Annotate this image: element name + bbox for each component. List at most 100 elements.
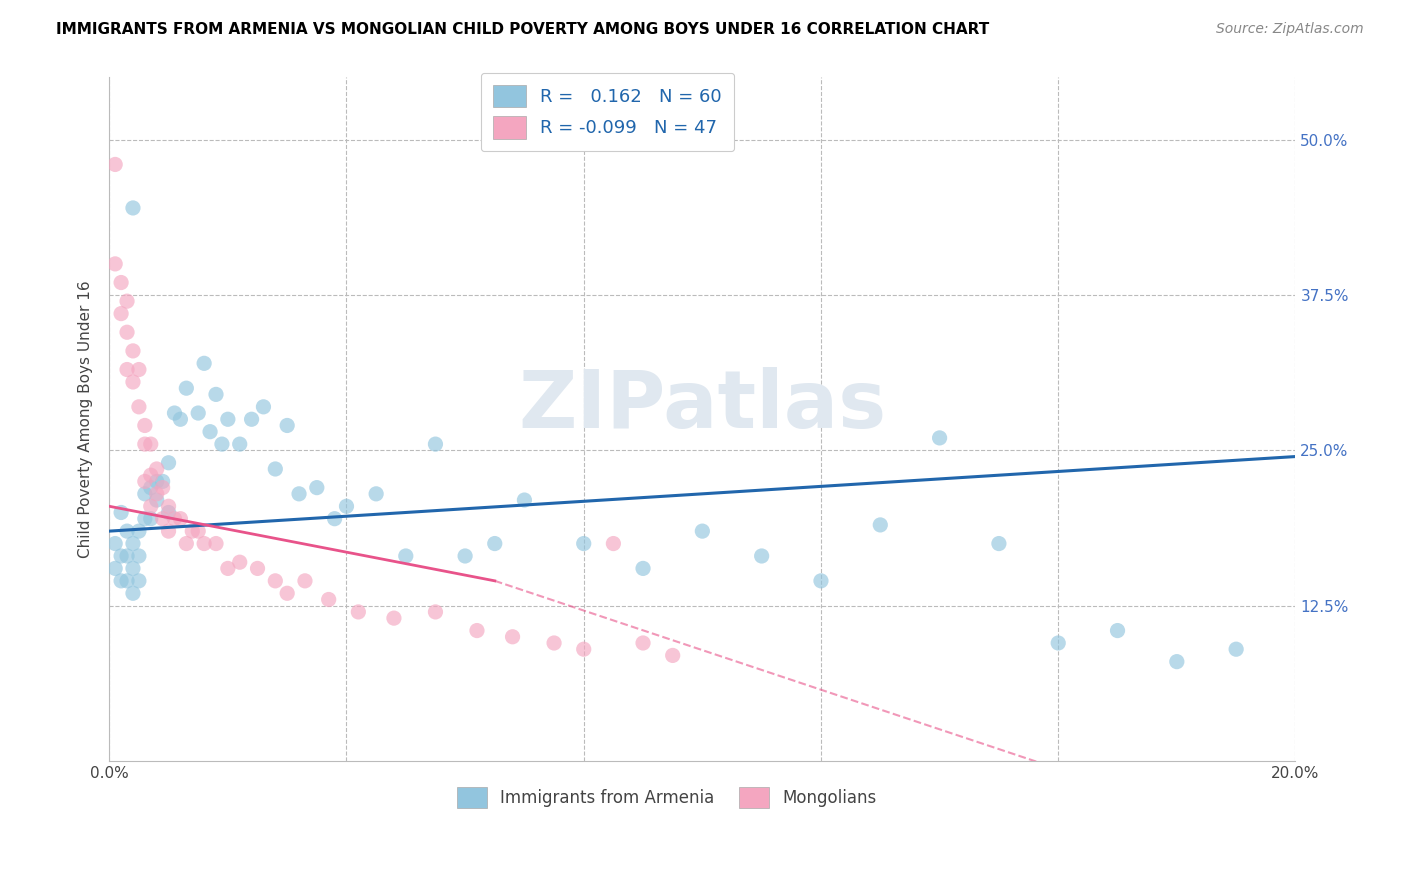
- Point: [176, 536, 198, 550]
- Point: [128, 524, 150, 538]
- Point: [661, 648, 683, 663]
- Point: [122, 586, 145, 600]
- Point: [602, 536, 624, 550]
- Point: [134, 487, 156, 501]
- Point: [122, 561, 145, 575]
- Point: [425, 605, 447, 619]
- Point: [1225, 642, 1247, 657]
- Point: [264, 462, 287, 476]
- Point: [751, 549, 773, 563]
- Y-axis label: Child Poverty Among Boys Under 16: Child Poverty Among Boys Under 16: [79, 280, 93, 558]
- Point: [276, 586, 298, 600]
- Point: [692, 524, 714, 538]
- Point: [347, 605, 370, 619]
- Point: [543, 636, 565, 650]
- Point: [454, 549, 477, 563]
- Point: [115, 524, 138, 538]
- Point: [152, 481, 174, 495]
- Point: [163, 511, 186, 525]
- Point: [134, 437, 156, 451]
- Point: [115, 362, 138, 376]
- Point: [110, 276, 132, 290]
- Point: [810, 574, 832, 588]
- Point: [157, 500, 180, 514]
- Point: [193, 536, 215, 550]
- Point: [157, 506, 180, 520]
- Point: [229, 555, 252, 569]
- Point: [335, 500, 357, 514]
- Point: [152, 475, 174, 489]
- Point: [205, 387, 228, 401]
- Point: [318, 592, 340, 607]
- Point: [425, 437, 447, 451]
- Text: Source: ZipAtlas.com: Source: ZipAtlas.com: [1216, 22, 1364, 37]
- Point: [169, 412, 191, 426]
- Point: [395, 549, 418, 563]
- Point: [229, 437, 252, 451]
- Point: [122, 536, 145, 550]
- Point: [502, 630, 524, 644]
- Point: [139, 511, 162, 525]
- Point: [572, 642, 595, 657]
- Point: [305, 481, 328, 495]
- Point: [110, 506, 132, 520]
- Point: [145, 487, 167, 501]
- Point: [631, 636, 654, 650]
- Point: [169, 511, 191, 525]
- Point: [187, 524, 209, 538]
- Point: [139, 500, 162, 514]
- Point: [104, 257, 127, 271]
- Point: [323, 511, 346, 525]
- Point: [987, 536, 1010, 550]
- Point: [869, 517, 891, 532]
- Point: [205, 536, 228, 550]
- Point: [128, 362, 150, 376]
- Point: [217, 412, 239, 426]
- Point: [366, 487, 388, 501]
- Text: ZIPatlas: ZIPatlas: [519, 367, 886, 444]
- Point: [145, 493, 167, 508]
- Point: [187, 406, 209, 420]
- Point: [110, 574, 132, 588]
- Point: [122, 375, 145, 389]
- Point: [157, 524, 180, 538]
- Point: [139, 437, 162, 451]
- Point: [1166, 655, 1188, 669]
- Point: [193, 356, 215, 370]
- Point: [110, 549, 132, 563]
- Point: [163, 406, 186, 420]
- Point: [104, 561, 127, 575]
- Point: [484, 536, 506, 550]
- Point: [1047, 636, 1070, 650]
- Point: [122, 201, 145, 215]
- Point: [110, 307, 132, 321]
- Point: [1107, 624, 1129, 638]
- Point: [152, 511, 174, 525]
- Point: [157, 456, 180, 470]
- Point: [264, 574, 287, 588]
- Point: [122, 343, 145, 358]
- Point: [134, 511, 156, 525]
- Point: [128, 400, 150, 414]
- Point: [115, 294, 138, 309]
- Point: [115, 574, 138, 588]
- Point: [252, 400, 274, 414]
- Point: [128, 549, 150, 563]
- Point: [294, 574, 316, 588]
- Point: [211, 437, 233, 451]
- Point: [145, 462, 167, 476]
- Point: [288, 487, 311, 501]
- Point: [572, 536, 595, 550]
- Point: [176, 381, 198, 395]
- Text: IMMIGRANTS FROM ARMENIA VS MONGOLIAN CHILD POVERTY AMONG BOYS UNDER 16 CORRELATI: IMMIGRANTS FROM ARMENIA VS MONGOLIAN CHI…: [56, 22, 990, 37]
- Point: [465, 624, 488, 638]
- Point: [145, 475, 167, 489]
- Point: [134, 475, 156, 489]
- Point: [513, 493, 536, 508]
- Point: [115, 325, 138, 339]
- Point: [382, 611, 405, 625]
- Point: [139, 481, 162, 495]
- Point: [928, 431, 950, 445]
- Point: [115, 549, 138, 563]
- Point: [246, 561, 269, 575]
